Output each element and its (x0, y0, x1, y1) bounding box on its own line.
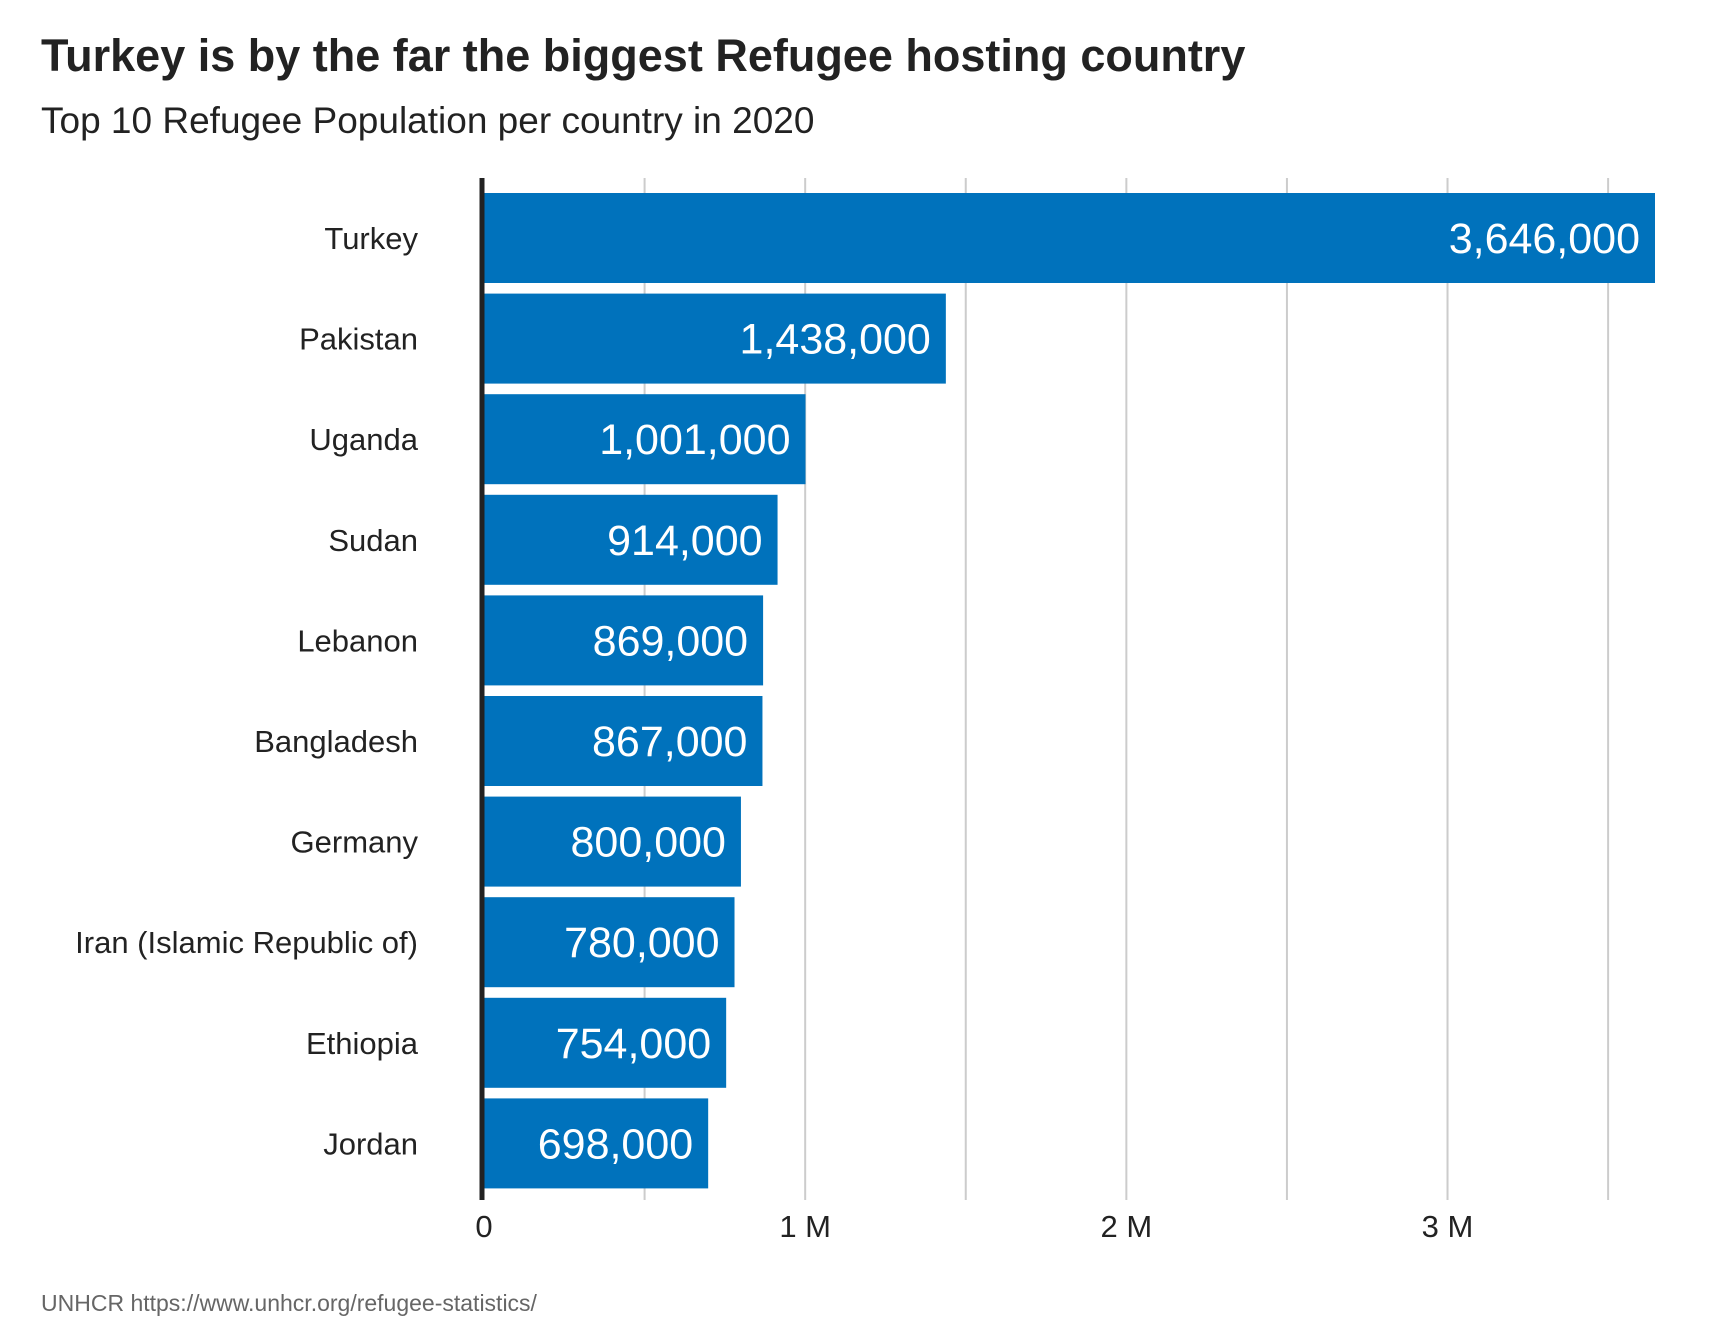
bar (484, 595, 764, 686)
bar (484, 1098, 709, 1189)
bar (484, 696, 763, 786)
bar-value-label: 1,001,000 (599, 416, 790, 464)
bar-value-label: 754,000 (556, 1020, 711, 1068)
x-tick-label: 2 M (1101, 1209, 1153, 1244)
bar (484, 997, 727, 1088)
category-label: Germany (291, 825, 419, 860)
bar-value-label: 780,000 (564, 919, 719, 967)
category-labels: Turkey Pakistan Uganda Sudan Lebanon Banglade… (75, 221, 419, 1161)
bar-value-label: 1,438,000 (740, 316, 931, 364)
category-label: Ethiopia (306, 1026, 419, 1061)
bar-value-labels: 3,646,000 1,438,000 1,001,000 914,000 869,00… (538, 215, 1640, 1168)
category-label: Uganda (309, 422, 418, 457)
bar-value-label: 3,646,000 (1449, 215, 1640, 263)
bar (484, 897, 735, 988)
bar (484, 193, 1655, 283)
bar-value-label: 800,000 (571, 819, 726, 867)
bar (484, 494, 778, 585)
bar-value-label: 869,000 (593, 617, 748, 665)
bar-value-label: 867,000 (592, 718, 747, 766)
source-caption: UNHCR https://www.unhcr.org/refugee-stat… (41, 1290, 537, 1316)
chart-title: Turkey is by the far the biggest Refugee… (41, 30, 1246, 81)
x-axis-tick-labels: 0 1 M 2 M 3 M (475, 1209, 1473, 1244)
x-tick-label: 1 M (779, 1209, 831, 1244)
bar (484, 394, 806, 485)
bar-value-label: 698,000 (538, 1120, 693, 1168)
bar-value-label: 914,000 (607, 517, 762, 565)
x-tick-label: 3 M (1422, 1209, 1474, 1244)
category-label: Jordan (323, 1126, 418, 1161)
category-label: Iran (Islamic Republic of) (75, 925, 418, 960)
bars (484, 193, 1655, 1189)
category-label: Sudan (328, 523, 418, 558)
x-tick-label: 0 (475, 1209, 492, 1244)
category-label: Pakistan (299, 322, 418, 357)
bar (484, 796, 741, 887)
bar (484, 293, 946, 384)
category-label: Turkey (324, 221, 418, 256)
chart-subtitle: Top 10 Refugee Population per country in… (41, 100, 815, 141)
category-label: Lebanon (297, 623, 418, 658)
category-label: Bangladesh (254, 724, 418, 759)
